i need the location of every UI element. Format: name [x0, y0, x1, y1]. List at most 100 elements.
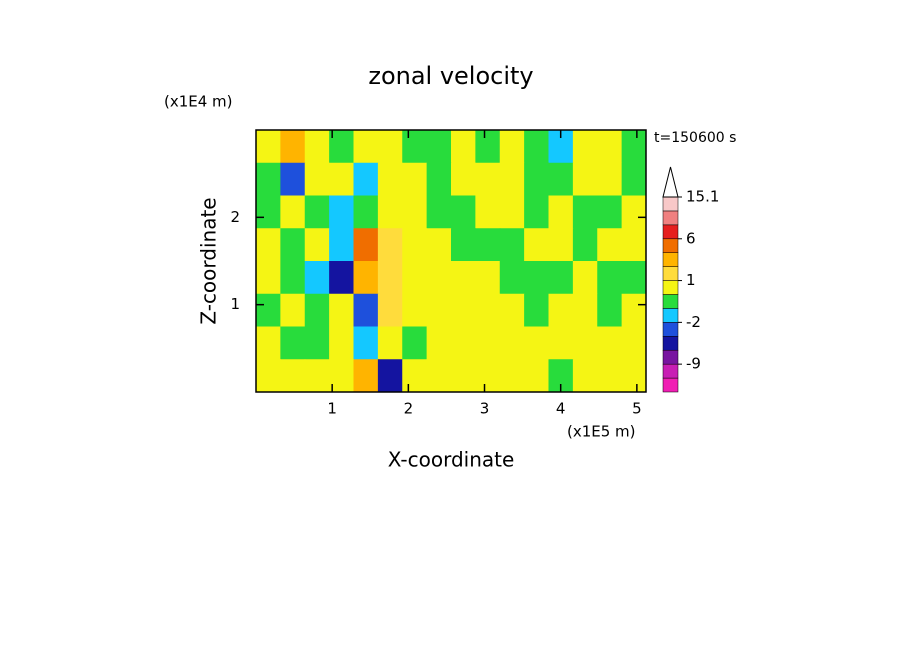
field-cell	[426, 130, 452, 164]
field-cell	[621, 326, 647, 360]
field-cell	[572, 293, 598, 327]
field-cell	[304, 228, 330, 262]
field-cell	[621, 261, 647, 295]
field-cell	[597, 162, 623, 196]
field-cell	[572, 326, 598, 360]
y-tick-label: 2	[230, 208, 240, 226]
field-cell	[548, 293, 574, 327]
colorbar-tick-label: 1	[686, 271, 696, 289]
field-cell	[524, 130, 549, 164]
field-cell	[402, 162, 428, 196]
colorbar-band	[662, 322, 679, 337]
field-cell	[621, 162, 647, 196]
field-cell	[597, 293, 623, 327]
x-axis-label: X-coordinate	[388, 448, 515, 472]
colorbar-band	[662, 336, 679, 351]
x-tick-label: 5	[632, 400, 642, 418]
field-cell	[402, 326, 428, 360]
y-unit: (x1E4 m)	[164, 93, 233, 111]
colorbar-band	[662, 308, 679, 323]
field-cell	[353, 195, 379, 229]
plot-frame	[255, 129, 647, 393]
field-cell	[548, 162, 574, 196]
field-cell	[572, 162, 598, 196]
field-cell	[377, 261, 403, 295]
field-cell	[524, 326, 549, 360]
field-cell	[426, 162, 452, 196]
colorbar-band	[662, 363, 679, 379]
field-cell	[353, 359, 379, 393]
field-cell	[499, 130, 525, 164]
field-cell	[256, 359, 281, 393]
field-cell	[426, 195, 452, 229]
field-cell	[329, 326, 354, 360]
field-cell	[524, 293, 549, 327]
field-cell	[402, 261, 428, 295]
field-cell	[256, 130, 281, 164]
colorbar-tick-label: 6	[686, 229, 696, 247]
x-tick-label: 2	[404, 400, 414, 418]
field-cell	[597, 195, 623, 229]
field-cell	[280, 162, 306, 196]
field-cell	[353, 130, 379, 164]
field-cell	[499, 326, 525, 360]
field-cell	[451, 293, 476, 327]
field-cell	[621, 130, 647, 164]
field-cell	[304, 195, 330, 229]
field-cell	[524, 359, 549, 393]
field-cell	[426, 228, 452, 262]
colorbar-band	[662, 196, 679, 212]
field-cell	[597, 130, 623, 164]
field-cell	[475, 195, 501, 229]
field-cell	[304, 162, 330, 196]
field-cell	[475, 359, 501, 393]
field-cell	[426, 326, 452, 360]
field-cell	[256, 228, 281, 262]
field-cell	[329, 195, 354, 229]
field-cell	[572, 228, 598, 262]
field-cell	[451, 130, 476, 164]
field-cell	[329, 261, 354, 295]
field-cell	[524, 162, 549, 196]
field-cell	[280, 195, 306, 229]
field-cell	[499, 261, 525, 295]
field-cell	[451, 326, 476, 360]
field-cell	[499, 195, 525, 229]
field-cell	[499, 359, 525, 393]
x-tick-label: 3	[480, 400, 490, 418]
field-cell	[597, 261, 623, 295]
field-cell	[256, 293, 281, 327]
colorbar-band	[662, 238, 679, 253]
field-cell	[329, 228, 354, 262]
field-cell	[353, 162, 379, 196]
field-cell	[353, 261, 379, 295]
field-cell	[499, 228, 525, 262]
field-cell	[524, 195, 549, 229]
field-cell	[475, 293, 501, 327]
field-cell	[256, 326, 281, 360]
field-cell	[621, 195, 647, 229]
field-cell	[402, 130, 428, 164]
field-cell	[402, 228, 428, 262]
field-cell	[377, 162, 403, 196]
colorbar-tick-label: 15.1	[686, 188, 719, 206]
field-cell	[280, 261, 306, 295]
field-cell	[524, 261, 549, 295]
field-cell	[426, 293, 452, 327]
field-cell	[402, 195, 428, 229]
field-cell	[329, 130, 354, 164]
field-cell	[475, 326, 501, 360]
field-cell	[451, 261, 476, 295]
field-cell	[329, 359, 354, 393]
field-cell	[377, 293, 403, 327]
field-cell	[597, 326, 623, 360]
field-cell	[377, 228, 403, 262]
field-cell	[304, 326, 330, 360]
field-cell	[329, 293, 354, 327]
field-cell	[548, 228, 574, 262]
field-cell	[451, 162, 476, 196]
field-cell	[426, 261, 452, 295]
field-cell	[377, 195, 403, 229]
field-cell	[402, 359, 428, 393]
